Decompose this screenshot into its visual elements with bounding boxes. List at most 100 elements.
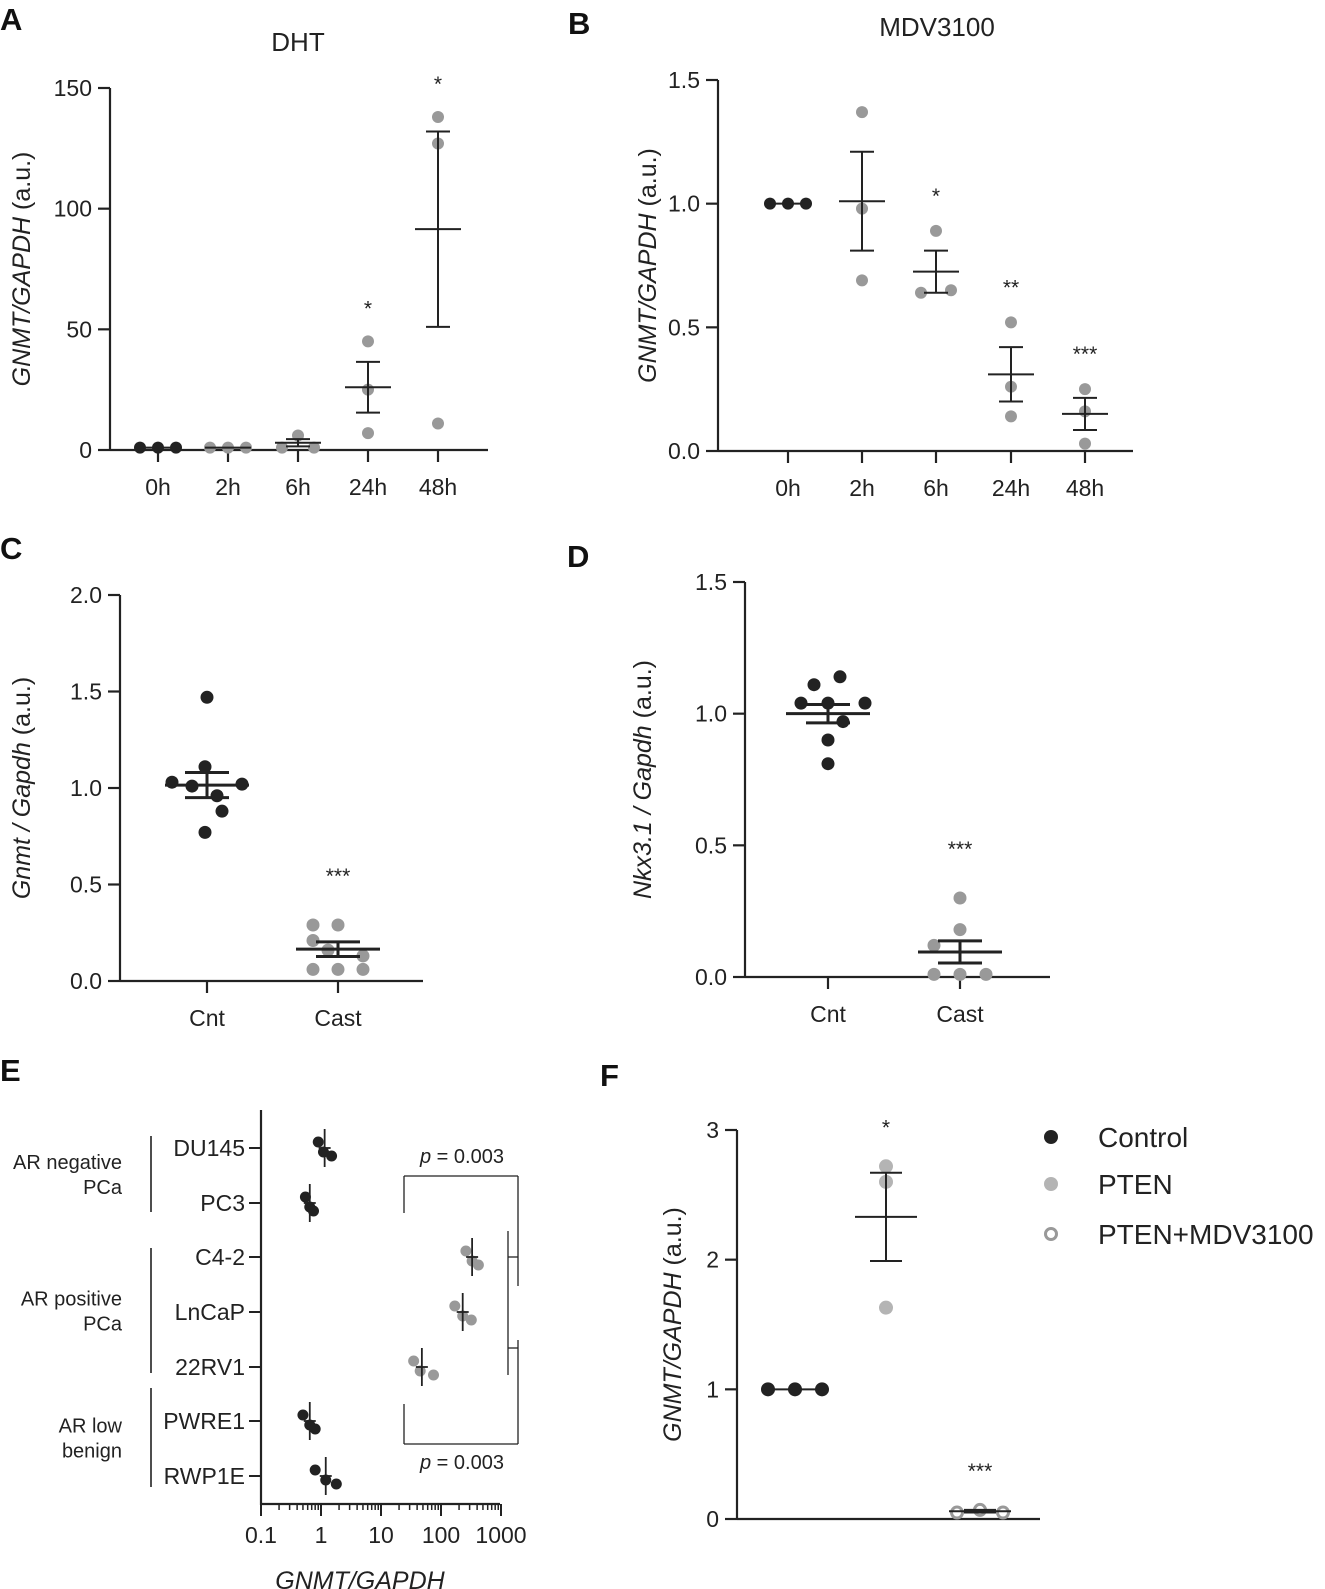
- panel-E-data-point: [465, 1314, 477, 1326]
- panel-C-data-point: [306, 918, 320, 932]
- panel-A-y-axis-label-rest: (a.u.): [8, 152, 36, 217]
- panel-B-label: B: [568, 6, 590, 41]
- panel-E-data-point: [309, 1464, 321, 1476]
- panel-B-data-point: [1005, 410, 1017, 423]
- panel-C-data-point: [331, 918, 345, 932]
- panel-A-data-point: [362, 335, 374, 348]
- panel-C-y-axis-label: Gnmt / Gapdh (a.u.): [8, 677, 36, 899]
- panel-E-data-point: [326, 1150, 338, 1162]
- panel-E-group-label: AR positive: [21, 1289, 122, 1311]
- panel-B-y-axis-label: GNMT/GAPDH (a.u.): [634, 148, 662, 383]
- panel-E-row-label: PC3: [200, 1190, 245, 1216]
- panel-C-y-tick-label: 2.0: [70, 582, 102, 608]
- panel-C-label: C: [0, 531, 22, 566]
- panel-A-y-tick-label: 0: [79, 437, 92, 463]
- panel-C-y-tick-label: 0.5: [70, 872, 102, 898]
- panel-E-data-point: [309, 1423, 321, 1435]
- panel-E-row-label: LnCaP: [175, 1299, 245, 1325]
- panel-C-data-point: [198, 825, 212, 839]
- panel-E-row-label: C4-2: [195, 1244, 245, 1270]
- panel-E-data-point: [408, 1355, 420, 1367]
- panel-D-data-point: [953, 891, 967, 905]
- panel-A-x-tick-label: 0h: [145, 474, 171, 500]
- panel-F-y-tick-label: 3: [706, 1117, 719, 1143]
- panel-E-data-point: [312, 1136, 324, 1148]
- panel-D-y-tick-label: 1.0: [695, 701, 727, 727]
- panel-F-legend-entry: Control: [1098, 1122, 1188, 1153]
- panel-D-y-axis-label-rest: (a.u.): [629, 660, 657, 725]
- panel-D-data-point: [858, 696, 872, 710]
- panel-C-data-point: [306, 933, 320, 947]
- panel-E-label: E: [0, 1053, 21, 1088]
- panel-C-data-point: [210, 789, 224, 803]
- panel-D-data-point: [833, 670, 847, 684]
- panel-D-x-tick-label: Cnt: [810, 1001, 846, 1027]
- panel-A-y-tick-label: 150: [54, 75, 92, 101]
- panel-E-group-label: PCa: [83, 1177, 123, 1199]
- panel-B-y-tick-label: 1.5: [668, 67, 700, 93]
- panel-C-data-point: [331, 962, 345, 976]
- panel-F-y-axis-label: GNMT/GAPDH (a.u.): [659, 1207, 687, 1442]
- panel-E-data-point: [460, 1245, 472, 1257]
- panel-E-data-point: [299, 1191, 311, 1203]
- panel-B-x-tick-label: 24h: [992, 475, 1030, 501]
- panel-D-data-point: [821, 757, 835, 771]
- panel-B-y-tick-label: 1.0: [668, 191, 700, 217]
- panel-A-data-point: [432, 110, 444, 123]
- panel-F-legend-entry: PTEN: [1098, 1169, 1173, 1200]
- panel-B-x-tick-label: 2h: [849, 475, 875, 501]
- panel-B-y-tick-label: 0.0: [668, 438, 700, 464]
- panel-C-y-tick-label: 1.5: [70, 679, 102, 705]
- panel-A-significance-star: *: [364, 297, 372, 320]
- panel-D-data-point: [927, 938, 941, 952]
- panel-B-x-tick-label: 0h: [775, 475, 801, 501]
- panel-E-group-label: AR low: [59, 1416, 123, 1438]
- panel-D-y-axis-label: Nkx3.1 / Gapdh (a.u.): [629, 660, 657, 899]
- panel-F-legend-marker-0: [1044, 1130, 1058, 1144]
- panel-C-data-point: [215, 804, 229, 818]
- panel-F-significance-star: ***: [968, 1460, 993, 1483]
- panel-C-data-point: [356, 949, 370, 963]
- panel-B-x-tick-label: 6h: [923, 475, 949, 501]
- panel-F-legend-marker-2: [1044, 1227, 1058, 1241]
- panel-B-data-point: [1005, 316, 1017, 329]
- panel-D-data-point: [794, 696, 808, 710]
- panel-F-legend-entry: PTEN+MDV3100: [1098, 1219, 1314, 1250]
- panel-B-data-point: [930, 224, 942, 237]
- panel-B-data-point: [856, 274, 868, 287]
- panel-A-y-axis-label-italic: GNMT/GAPDH: [8, 216, 36, 386]
- panel-A-y-tick-label: 100: [54, 196, 92, 222]
- panel-C-data-point: [198, 760, 212, 774]
- panel-E-x-tick-label: 1: [315, 1522, 328, 1548]
- panel-D-data-point: [821, 733, 835, 747]
- panel-A-data-point: [276, 441, 288, 454]
- panel-A-y-axis-label: GNMT/GAPDH (a.u.): [8, 152, 36, 387]
- panel-E-row-label: 22RV1: [175, 1354, 245, 1380]
- panel-C-data-point: [356, 962, 370, 976]
- panel-D-data-point: [953, 967, 967, 981]
- panel-D-y-tick-label: 0.0: [695, 964, 727, 990]
- panel-E-data-point: [297, 1409, 309, 1421]
- panel-A-data-point: [362, 427, 374, 440]
- panel-D-y-tick-label: 0.5: [695, 832, 727, 858]
- panel-C-y-tick-label: 1.0: [70, 775, 102, 801]
- panel-E-x-tick-label: 0.1: [245, 1522, 277, 1548]
- panel-B-y-axis-label-rest: (a.u.): [634, 148, 662, 213]
- panel-B-title: MDV3100: [879, 12, 995, 42]
- panel-B-data-point: [1079, 437, 1091, 450]
- panel-C-y-axis-label-rest: (a.u.): [8, 677, 36, 742]
- panel-E-data-point: [308, 1205, 320, 1217]
- panel-F-y-axis-label-rest: (a.u.): [659, 1207, 687, 1272]
- panel-D-significance-star: ***: [948, 838, 973, 861]
- panel-E-data-point: [472, 1259, 484, 1271]
- panel-E-group-label: benign: [62, 1441, 122, 1463]
- panel-D-y-tick-label: 1.5: [695, 569, 727, 595]
- panel-F-legend-marker-1: [1044, 1177, 1058, 1191]
- panel-B-x-tick-label: 48h: [1066, 475, 1104, 501]
- panel-F-label: F: [600, 1058, 619, 1093]
- panel-C-x-tick-label: Cnt: [189, 1005, 225, 1031]
- panel-B-significance-star: *: [932, 185, 940, 208]
- panel-B-data-point: [856, 106, 868, 119]
- panel-E-row-label: PWRE1: [163, 1408, 245, 1434]
- panel-A-y-tick-label: 50: [66, 316, 92, 342]
